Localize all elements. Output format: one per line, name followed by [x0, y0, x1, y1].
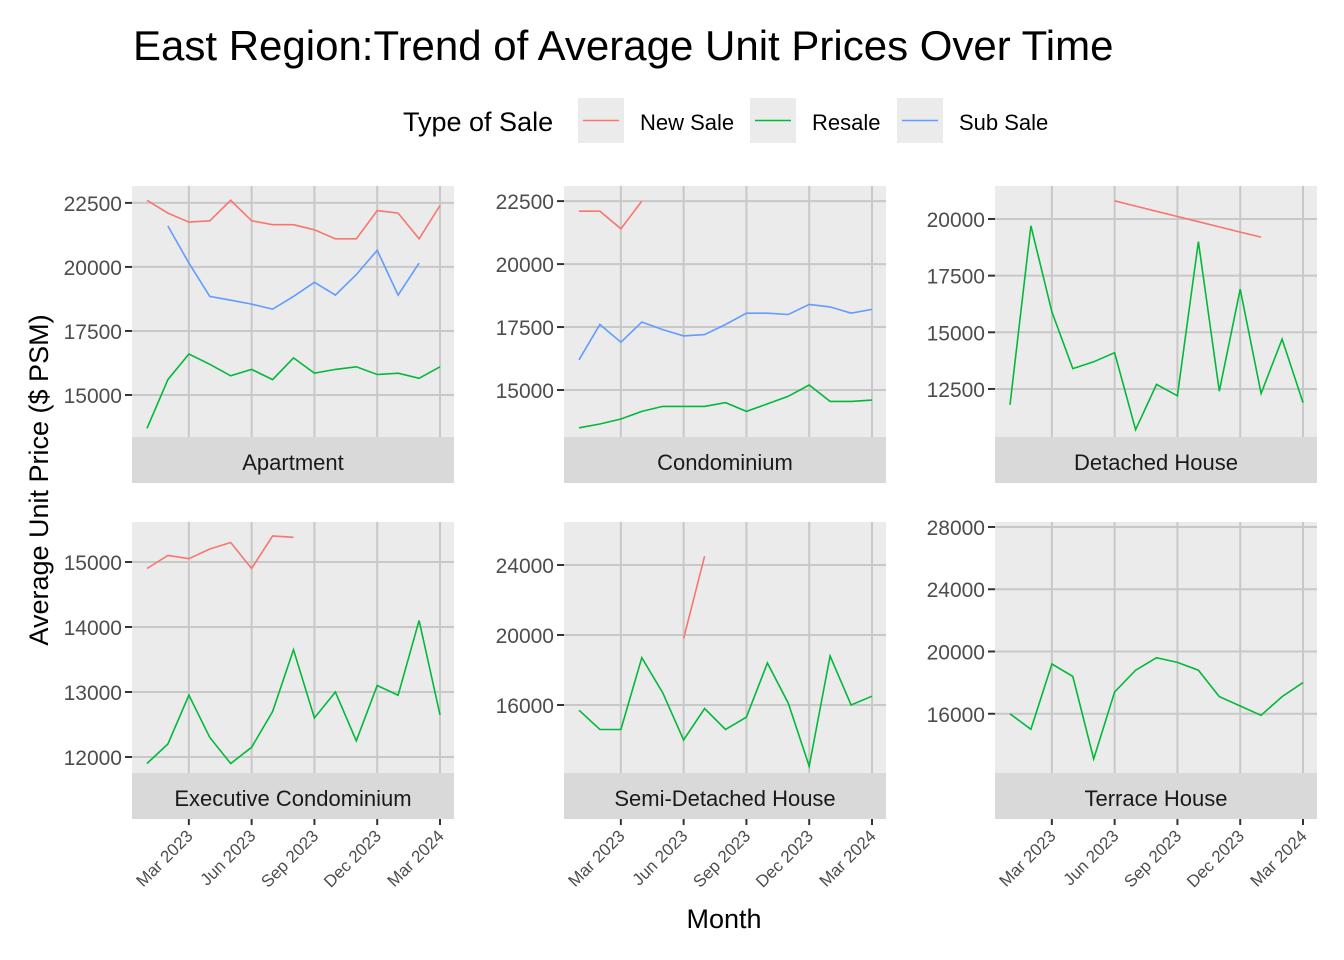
facet-strip-label: Detached House [1074, 450, 1238, 475]
y-tick-label: 20000 [64, 257, 122, 280]
x-tick-label: Sep 2023 [1120, 826, 1185, 891]
series-line-sub-sale [167, 225, 420, 311]
y-tick-label: 20000 [496, 254, 554, 277]
y-tick-label: 24000 [496, 555, 554, 578]
x-tick-label: Mar 2024 [1247, 826, 1311, 890]
y-tick-label: 15000 [64, 385, 122, 408]
y-tick-label: 16000 [927, 704, 985, 727]
x-tick-label: Jun 2023 [197, 826, 260, 889]
y-tick-label: 22500 [64, 193, 122, 216]
series-line-resale [1009, 656, 1304, 762]
chart-title: East Region:Trend of Average Unit Prices… [133, 22, 1113, 69]
panel-terrace-house: 16000 20000 24000 28000 Terrace House Mar 202… [927, 517, 1317, 891]
facet-strip [995, 773, 1317, 819]
panel-apartment: 15000 17500 20000 22500 Apartment [64, 186, 454, 483]
legend-item-resale: Resale [750, 98, 880, 143]
y-tick-label: 16000 [496, 695, 554, 718]
y-tick-label: 13000 [64, 682, 122, 705]
series-line-new-sale [146, 199, 441, 241]
facet-strip-label: Apartment [242, 450, 344, 475]
series-line-resale [146, 353, 441, 429]
y-tick-label: 17500 [496, 317, 554, 340]
x-axis-label: Month [686, 904, 761, 934]
y-tick-label: 20000 [927, 642, 985, 665]
x-tick-label: Mar 2024 [816, 826, 880, 890]
x-tick-label: Mar 2023 [995, 826, 1059, 890]
y-tick-label: 22500 [496, 191, 554, 214]
panel-background [132, 522, 454, 773]
series-line-sub-sale [578, 303, 873, 361]
facet-strip-label: Terrace House [1084, 786, 1227, 811]
x-tick-label: Mar 2023 [564, 826, 628, 890]
facet-strip [564, 773, 886, 819]
facet-strip-label: Executive Condominium [174, 786, 411, 811]
x-tick-label: Dec 2023 [320, 826, 385, 891]
series-line-new-sale [682, 556, 706, 639]
y-tick-label: 15000 [64, 552, 122, 575]
legend-title: Type of Sale [403, 107, 553, 137]
x-tick-label: Dec 2023 [1183, 826, 1248, 891]
panel-semi-detached-house: 16000 20000 24000 Semi-Detached House Mar 20… [496, 522, 886, 891]
legend-label: Sub Sale [959, 110, 1048, 135]
series-line-new-sale [146, 535, 294, 570]
series-line-new-sale [1114, 200, 1262, 238]
x-tick-label: Sep 2023 [257, 826, 322, 891]
series-line-resale [578, 653, 873, 770]
facet-strip-label: Condominium [657, 450, 793, 475]
y-tick-label: 12000 [64, 747, 122, 770]
panel-detached-house: 12500 15000 17500 20000 Detached House [927, 186, 1317, 483]
y-axis-label: Average Unit Price ($ PSM) [24, 314, 54, 645]
legend-item-new-sale: New Sale [578, 98, 734, 143]
facet-strip [132, 437, 454, 483]
panel-background [564, 186, 886, 437]
legend: Type of Sale New Sale Resale Sub Sale [403, 98, 1048, 143]
legend-label: New Sale [640, 110, 734, 135]
y-tick-label: 12500 [927, 379, 985, 402]
y-tick-label: 28000 [927, 517, 985, 540]
series-line-resale [146, 620, 441, 765]
series-line-new-sale [579, 200, 643, 230]
y-tick-label: 17500 [64, 321, 122, 344]
legend-label: Resale [812, 110, 880, 135]
y-tick-label: 17500 [927, 266, 985, 289]
panel-executive-condominium: 12000 13000 14000 15000 Executive Condominiu… [64, 522, 454, 891]
panel-condominium: 15000 17500 20000 22500 Condominium [496, 186, 886, 483]
x-tick-label: Jun 2023 [1060, 826, 1123, 889]
y-tick-label: 15000 [496, 380, 554, 403]
panel-background [564, 522, 886, 773]
x-tick-label: Mar 2023 [132, 826, 196, 890]
y-tick-label: 24000 [927, 579, 985, 602]
x-tick-label: Dec 2023 [752, 826, 817, 891]
facet-strip [132, 773, 454, 819]
x-tick-label: Sep 2023 [689, 826, 754, 891]
y-tick-label: 15000 [927, 322, 985, 345]
x-tick-label: Jun 2023 [629, 826, 692, 889]
y-tick-label: 20000 [927, 209, 985, 232]
panel-background [995, 522, 1317, 773]
series-line-resale [578, 384, 873, 429]
facet-strip [995, 437, 1317, 483]
x-tick-label: Mar 2024 [384, 826, 448, 890]
y-tick-label: 20000 [496, 625, 554, 648]
y-tick-label: 14000 [64, 617, 122, 640]
facet-strip [564, 437, 886, 483]
facet-strip-label: Semi-Detached House [614, 786, 835, 811]
panel-background [995, 186, 1317, 437]
legend-item-sub-sale: Sub Sale [897, 98, 1048, 143]
series-line-resale [1009, 225, 1304, 433]
